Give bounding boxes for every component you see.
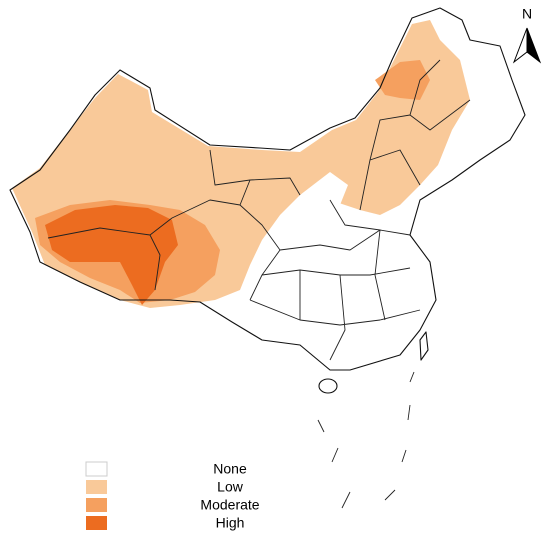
- legend-swatch: [86, 480, 107, 494]
- north-arrow: [526, 27, 542, 64]
- legend-label: High: [216, 515, 245, 531]
- legend: None Low Moderate High: [85, 461, 260, 531]
- legend-label: Low: [217, 479, 244, 495]
- legend-swatch: [85, 461, 108, 477]
- region-moderate: [375, 60, 430, 100]
- south-sea-dashes: [317, 371, 415, 509]
- legend-swatch: [86, 516, 107, 530]
- region-high: [45, 205, 178, 305]
- legend-label: Moderate: [200, 497, 259, 513]
- country-outline: [9, 7, 526, 371]
- province-border: [47, 59, 471, 361]
- legend-swatch: [86, 498, 107, 512]
- taiwan: [419, 331, 429, 361]
- legend-label: None: [213, 461, 247, 477]
- region-none-pocket: [300, 172, 348, 210]
- north-label: N: [522, 6, 532, 22]
- north-arrow: [512, 27, 528, 64]
- hainan: [318, 378, 338, 394]
